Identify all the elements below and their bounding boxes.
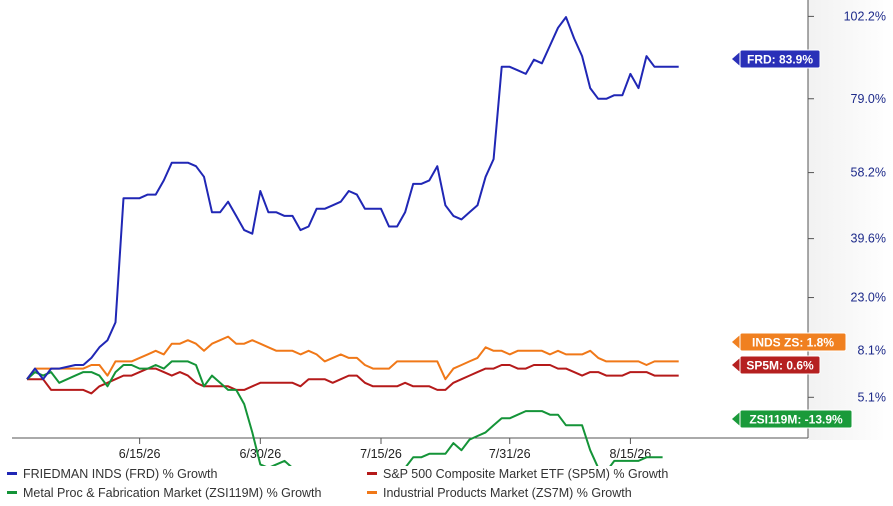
end-label-box [739,409,853,429]
legend-label-zs7m: Industrial Products Market (ZS7M) % Grow… [383,486,632,500]
y-tick-label: 5.1% [858,390,887,404]
end-label-text: ZSI119M: -13.9% [749,413,843,427]
series-lines [26,16,679,466]
end-label-frd: FRD: 83.9% [732,49,821,69]
x-tick-label: 6/15/26 [119,447,161,461]
end-label-box [739,49,821,69]
legend-swatch-frd [7,472,17,476]
end-label-pointer [732,358,740,372]
end-label-pointer [732,412,740,426]
y-tick-label: 102.2% [844,9,886,23]
legend-label-frd: FRIEDMAN INDS (FRD) % Growth [23,467,218,481]
legend-swatch-sp5m [367,472,377,476]
series-line-zsi119m [26,360,663,466]
x-tick-label: 6/30/26 [239,447,281,461]
legend-label-sp5m: S&P 500 Composite Market ETF (SP5M) % Gr… [383,467,669,481]
y-tick-label: 58.2% [851,166,886,180]
line-chart: 102.2% 79.0% 58.2% 39.6% 23.0% 8.1% 5.1% 6/15/… [12,0,893,466]
end-label-text: SP5M: 0.6% [746,359,814,373]
end-label-text: INDS ZS: 1.8% [752,336,834,350]
end-label-pointer [732,335,740,349]
legend-item-frd: FRIEDMAN INDS (FRD) % Growth [0,467,217,481]
x-axis-ticks: 6/15/26 6/30/26 7/15/26 7/31/26 8/15/26 [119,438,652,461]
x-tick-label: 7/15/26 [360,447,402,461]
end-label-box [739,332,847,352]
legend-item-zs7m: Industrial Products Market (ZS7M) % Grow… [360,486,632,500]
chart-legend: FRIEDMAN INDS (FRD) % Growth S&P 500 Com… [0,466,893,506]
series-line-zs7m [26,335,679,381]
end-label-pointer [732,52,740,66]
x-tick-label: 8/15/26 [610,447,652,461]
y-tick-label: 79.0% [851,92,886,106]
y-axis-ticks: 102.2% 79.0% 58.2% 39.6% 23.0% 8.1% 5.1% [808,9,886,404]
end-label-zsi119m: ZSI119M: -13.9% [732,409,853,429]
end-label-box [739,355,821,375]
y-tick-label: 23.0% [851,291,886,305]
series-line-sp5m [27,364,679,395]
end-label-zs7m: INDS ZS: 1.8% [732,332,847,352]
series-line-frd [26,16,679,381]
legend-swatch-zs7m [367,491,377,495]
legend-label-zsi119m: Metal Proc & Fabrication Market (ZSI119M… [23,486,322,500]
y-tick-label: 8.1% [858,343,887,357]
end-labels: FRD: 83.9% SP5M: 0.6% ZSI119M: -13.9% INDS … [732,49,853,429]
x-tick-label: 7/31/26 [489,447,531,461]
y-axis-gutter [808,0,893,440]
end-label-text: FRD: 83.9% [747,53,813,67]
legend-swatch-zsi119m [7,491,17,495]
y-tick-label: 39.6% [851,232,886,246]
legend-item-zsi119m: Metal Proc & Fabrication Market (ZSI119M… [0,486,321,500]
legend-item-sp5m: S&P 500 Composite Market ETF (SP5M) % Gr… [360,467,668,481]
end-label-sp5m: SP5M: 0.6% [732,355,821,375]
